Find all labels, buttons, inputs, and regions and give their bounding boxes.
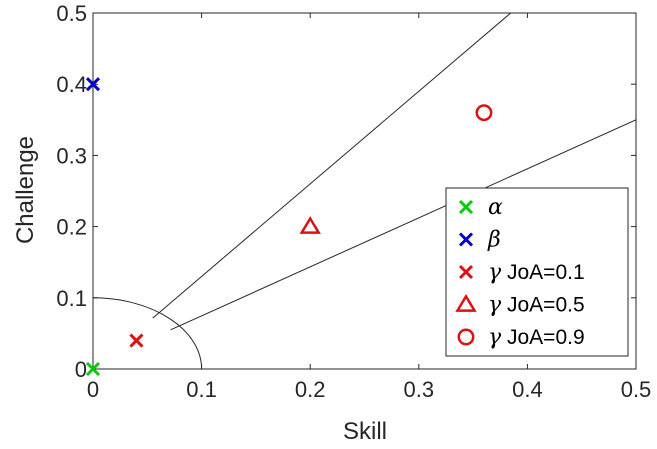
legend-marker	[455, 293, 477, 312]
x-tick-label: 0.2	[295, 377, 326, 402]
data-point-series-2	[85, 77, 101, 92]
legend-suffix: JoA=0.1	[501, 261, 584, 284]
y-tick-label: 0.5	[56, 1, 87, 26]
x-tick-label: 0.4	[512, 377, 543, 402]
data-point-series-5	[475, 104, 493, 122]
reference-arc	[92, 297, 203, 370]
reference-line-2	[170, 119, 637, 331]
legend-marker-stroke	[458, 264, 474, 280]
y-axis-label: Challenge	[12, 136, 39, 244]
y-tick-label: 0.2	[56, 215, 87, 240]
legend-label: α	[488, 195, 503, 220]
data-point-series-3-stroke	[129, 333, 144, 348]
x-axis-label: Skill	[343, 418, 387, 445]
legend-greek-symbol: α	[488, 195, 503, 220]
legend-greek-symbol: β	[487, 228, 501, 253]
legend-box	[445, 187, 629, 357]
legend-suffix: JoA=0.9	[501, 326, 584, 349]
y-tick-label: 0.1	[56, 286, 87, 311]
x-tick-label: 0.1	[186, 377, 217, 402]
x-tick-label: 0.3	[404, 377, 435, 402]
y-tick-label: 0.3	[56, 143, 87, 168]
y-tick-label: 0	[75, 357, 87, 382]
data-point-series-1-stroke	[85, 361, 101, 377]
reference-line-1	[152, 12, 511, 319]
y-tick-label: 0.4	[56, 72, 87, 97]
legend-greek-symbol: γ	[488, 260, 502, 285]
legend-label: β	[487, 228, 501, 253]
legend-greek-symbol: γ	[488, 293, 502, 318]
legend-greek-symbol: γ	[488, 325, 502, 350]
legend-marker	[458, 264, 474, 280]
data-point-series-2-stroke	[85, 77, 101, 92]
legend-marker	[457, 328, 475, 346]
legend-label: γ JoA=0.5	[488, 293, 585, 318]
data-point-series-3	[129, 333, 144, 348]
x-tick-label: 0.5	[621, 377, 652, 402]
legend-label: γ JoA=0.9	[488, 325, 585, 350]
x-tick-label: 0	[87, 377, 99, 402]
legend-suffix: JoA=0.5	[501, 294, 584, 317]
legend-marker	[458, 232, 474, 247]
data-point-series-4	[299, 216, 321, 234]
legend-label: γ JoA=0.1	[488, 260, 585, 285]
legend-marker	[458, 199, 474, 215]
legend-marker-stroke	[458, 199, 474, 215]
data-point-series-1	[85, 361, 101, 377]
legend-marker-stroke	[458, 232, 474, 247]
plot-area-frame	[92, 12, 637, 370]
